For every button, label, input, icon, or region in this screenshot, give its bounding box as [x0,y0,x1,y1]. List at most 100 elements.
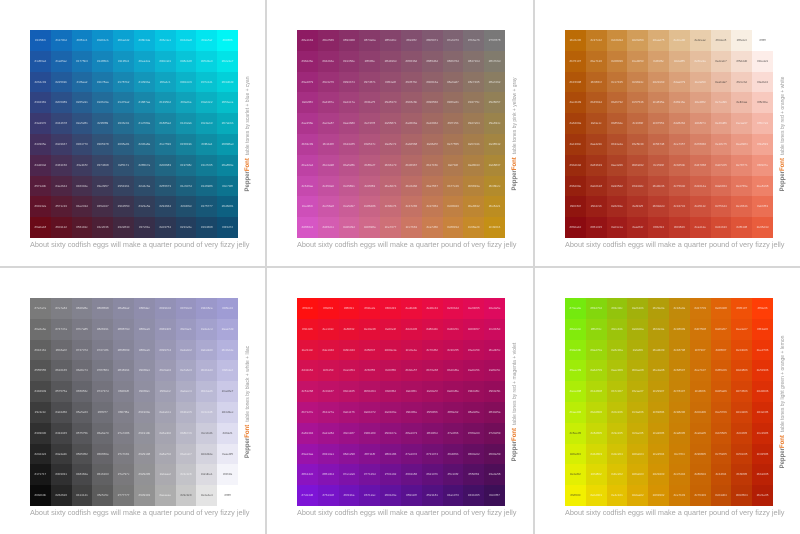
hex-code-label: #be8632 [467,204,480,209]
color-swatch: #868598 [92,298,114,319]
color-swatch: #bc8d21 [484,196,505,218]
color-swatch: #9b1f16 [585,196,607,218]
hex-code-label: #cac8e7 [221,389,234,394]
color-swatch: #8e1b63 [297,30,318,51]
swatch-panel: #bc6c06 #c37c22 #cb8d3d #d29d59 #daad75 #e1be… [535,0,800,266]
hex-code-label: #ca9605 [652,430,665,435]
hex-code-label: #929295 [138,472,151,477]
hex-code-label: #de0a5e [488,306,501,310]
palette-description: table tones by black + white + lilac [245,345,251,422]
color-swatch: #9c3276 [317,71,339,93]
hex-code-label: #294664 [159,204,172,209]
hex-code-label: #a62f83 [301,100,313,105]
color-swatch: #c9824c [627,71,649,93]
color-swatch: #117b95 [196,154,218,176]
hex-code-label: #e18c75 [715,142,727,146]
color-swatch: #a60e5f [421,381,443,402]
hex-code-label: #505052 [76,451,88,456]
color-swatch: #a3606a [401,113,422,134]
color-swatch: #ab6568 [401,134,422,155]
color-swatch: #cc7f04 [669,443,690,465]
color-swatch: #adacc4 [175,381,197,402]
color-swatch: #b85a7f [359,154,381,176]
hex-code-label: #1292ab [180,121,192,126]
color-swatch: #0bb4d1 [154,50,176,72]
color-swatch: #c9c9c9 [175,485,197,506]
hex-code-label: #b21e05 [756,493,769,498]
color-swatch: #d41152 [297,360,318,382]
hex-code-label: #3c0f57 [489,493,500,498]
color-swatch: #7613c8 [317,485,339,506]
color-swatch: #ffffff [752,30,773,51]
color-swatch: #ba7557 [421,175,443,197]
color-swatch: #e4765e [731,175,753,197]
color-swatch: #d6ab03 [627,464,649,486]
hex-code-label: #be0c59 [468,347,480,352]
color-swatch: #94775c [463,92,485,114]
hex-code-label: #7e6373 [447,38,459,42]
color-swatch: #225b9b [50,71,72,93]
color-swatch: #d25a06 [710,381,732,402]
color-swatch: #b00f62 [380,381,401,402]
hex-code-label: #9c9ac1 [180,326,192,331]
color-swatch: #c8833d [442,217,464,238]
color-swatch: #817b6d [484,50,505,72]
color-swatch: #9d5370 [380,92,401,114]
hex-code-label: #e06408 [715,306,727,310]
hex-code-label: #eabda7 [715,79,727,84]
hex-code-label: #807f8a [118,410,130,414]
hex-code-label: #1d79a2 [117,100,130,105]
hex-code-label: #c50f55 [364,368,376,373]
color-swatch: #840d5a [484,402,505,423]
hex-code-label: #bd4b36 [652,183,665,188]
color-swatch: #07abbb [217,113,238,134]
hex-code-label: #5c5c5c [97,493,109,498]
color-swatch: #233e5e [175,217,197,238]
color-swatch: #b36967 [401,154,422,176]
hex-code-label: #a5c30a [611,347,623,352]
color-swatch: #8f8dac [134,298,155,319]
hex-code-label: #b1127a [322,410,334,414]
color-swatch: #c51268 [297,381,318,402]
color-grid: #ff1010 #fb0f19 #f80f21 #f40e2a #f00d33 #ed0d… [297,298,505,506]
color-swatch: #ddaa02 [627,485,649,506]
color-swatch: #8e6a67 [442,71,464,93]
hex-code-label: #600e59 [488,451,501,456]
color-swatch: #aaa7d9 [217,318,238,340]
color-swatch: #aec309 [606,360,628,382]
hex-code-label: #0c9eb3 [201,121,213,126]
hex-code-label: #7d14d6 [301,493,314,498]
color-swatch: #6a0a18 [30,217,51,238]
hex-code-label: #aba9d0 [200,347,213,352]
pepperfont-logo: PepperFont [780,435,786,468]
color-swatch: #7a107d [401,443,422,465]
color-swatch: #a38542 [484,134,505,155]
sample-caption: About sixty codfish eggs will make a qua… [297,508,517,517]
color-swatch: #91356e [338,50,360,72]
hex-code-label: #ebd901 [590,493,603,498]
hex-code-label: #90eb0b [569,347,582,352]
hex-code-label: #1396ba [138,79,151,84]
hex-code-label: #ce7077 [384,225,397,230]
color-swatch: #f40e2a [359,298,381,319]
hex-code-label: #171717 [34,472,47,477]
hex-code-label: #ba9b09 [652,347,665,352]
hex-code-label: #303030 [34,430,47,435]
color-swatch: #908fa1 [134,381,155,402]
color-swatch: #9a834c [484,113,505,134]
color-swatch: #1d79a2 [113,92,134,114]
color-swatch: #e06408 [710,298,732,319]
color-swatch: #a74f78 [359,113,381,134]
color-swatch: #02e3e7 [217,50,238,72]
color-swatch: #0fa2ba [175,92,197,114]
hex-code-label: #e2af90 [694,79,706,84]
color-swatch: #1887aa [134,92,155,114]
hex-code-label: #616161 [34,347,47,352]
hex-code-label: #cf1153 [322,368,334,373]
hex-code-label: #cd835a [652,100,665,105]
hex-code-label: #b38b2c [488,183,501,188]
hex-code-label: #e1be90 [673,38,686,42]
color-swatch: #929295 [134,464,155,486]
color-swatch: #505052 [71,443,93,465]
color-swatch: #de1040 [317,339,339,361]
